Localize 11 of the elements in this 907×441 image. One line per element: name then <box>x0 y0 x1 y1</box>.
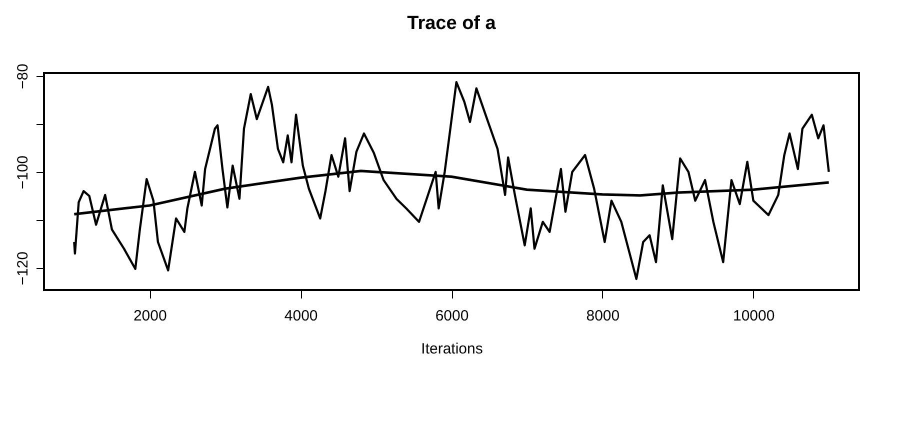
x-axis-title: Iterations <box>421 340 483 358</box>
x-tick-label: 2000 <box>133 308 167 324</box>
x-tick-label: 10000 <box>732 308 775 324</box>
line-series <box>73 81 830 280</box>
x-tick-label: 8000 <box>586 308 620 324</box>
x-tick-label: 4000 <box>284 308 318 324</box>
y-tick-label: −80 <box>14 64 32 90</box>
y-tick-label: −120 <box>14 252 32 286</box>
y-tick-label: −100 <box>14 156 32 190</box>
x-tick-label: 6000 <box>435 308 469 324</box>
chart-title: Trace of a <box>407 13 496 34</box>
